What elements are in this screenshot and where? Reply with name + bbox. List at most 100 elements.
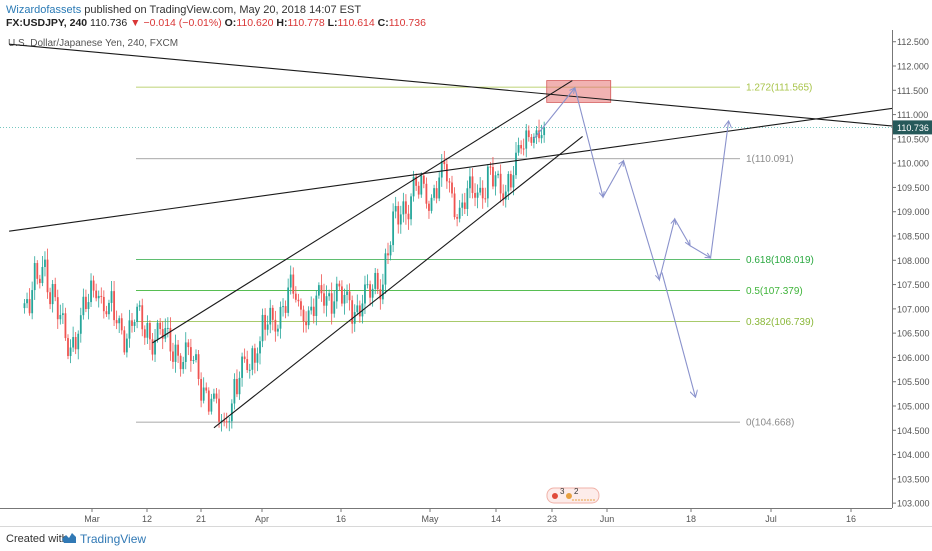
candle-body — [149, 323, 151, 340]
low-label: L: — [327, 17, 338, 29]
price-tick-label: 105.000 — [897, 402, 930, 412]
time-tick-label: Apr — [255, 514, 269, 524]
candle-body — [225, 421, 228, 423]
candle-body — [476, 192, 479, 198]
price-chart[interactable]: 112.500 112.000 111.500 111.000 110.500 110.0… — [0, 30, 932, 526]
candle-body — [520, 145, 523, 149]
candle-body — [246, 359, 249, 371]
candle-body — [376, 272, 379, 290]
candle-body — [207, 390, 210, 412]
candle-body — [274, 319, 277, 332]
candle-body — [443, 161, 446, 165]
candle-body — [486, 166, 489, 199]
candle-body — [394, 206, 397, 212]
candle-body — [277, 328, 279, 332]
candle-body — [282, 306, 284, 308]
candle-body — [451, 182, 453, 194]
candle-body — [417, 185, 420, 195]
candle-body — [177, 344, 179, 356]
candle-body — [499, 173, 502, 194]
event-dot-icon — [551, 493, 558, 499]
candle-body — [287, 287, 290, 313]
tradingview-brand[interactable]: TradingView — [80, 532, 147, 546]
candle-body — [31, 290, 34, 314]
candle-body — [108, 302, 110, 315]
author-link[interactable]: Wizardofassets — [6, 4, 82, 16]
time-tick-label: 16 — [846, 514, 856, 524]
candle-body — [26, 299, 28, 304]
candle-body — [507, 174, 510, 192]
candle-body — [410, 196, 412, 220]
candle-body — [136, 306, 139, 322]
candle-body — [335, 283, 338, 302]
candle-body — [202, 387, 205, 401]
candle-body — [261, 314, 264, 342]
candle-body — [489, 166, 492, 168]
candle-body — [110, 291, 113, 303]
candle-body — [466, 188, 469, 209]
candle-body — [169, 327, 172, 352]
long-ascending-trendline — [9, 107, 892, 232]
projection-path — [533, 86, 729, 282]
candle-body — [115, 320, 118, 324]
candle-body — [184, 342, 187, 363]
chart-header: Wizardofassets published on TradingView.… — [0, 0, 932, 30]
candle-body — [49, 292, 51, 305]
candle-body — [448, 181, 451, 183]
candle-body — [85, 296, 87, 309]
candle-body — [297, 299, 300, 302]
candle-body — [259, 341, 261, 354]
candle-body — [61, 313, 64, 315]
candle-body — [535, 130, 538, 137]
candle-body — [445, 164, 448, 182]
candle-body — [302, 309, 305, 322]
candle-body — [72, 337, 75, 348]
candle-body — [461, 202, 464, 208]
tradingview-cloud-icon — [62, 533, 76, 543]
event-count-b: 2 — [574, 487, 579, 496]
candle-body — [484, 198, 487, 200]
ohlc-legend: FX:USDJPY, 240 110.736 ▼ −0.014 (−0.01%)… — [6, 17, 426, 29]
time-tick-label: Jul — [765, 514, 777, 524]
candle-body — [161, 328, 164, 339]
candle-body — [113, 291, 115, 321]
projection-arrowhead — [704, 252, 712, 259]
candle-body — [41, 266, 44, 284]
candle-body — [118, 318, 121, 324]
candle-body — [543, 127, 546, 136]
candle-body — [36, 263, 39, 279]
candle-body — [456, 217, 459, 219]
candle-body — [79, 315, 82, 334]
candle-body — [305, 321, 307, 326]
candle-body — [289, 274, 292, 288]
candle-body — [430, 197, 433, 211]
candle-body — [269, 307, 272, 325]
close-value: 110.736 — [388, 17, 426, 29]
price-tick-label: 109.000 — [897, 207, 930, 217]
candle-body — [238, 377, 241, 395]
candle-body — [474, 192, 476, 198]
symbol-label: FX:USDJPY, 240 — [6, 17, 88, 29]
candle-body — [253, 348, 256, 363]
candle-body — [143, 329, 146, 338]
candle-body — [415, 176, 418, 186]
candle-body — [405, 201, 407, 214]
candle-body — [325, 296, 328, 306]
last-price: 110.736 — [90, 17, 128, 29]
candle-body — [154, 339, 156, 355]
candle-body — [440, 161, 443, 178]
candle-body — [366, 284, 369, 286]
candle-body — [371, 288, 374, 298]
candle-body — [95, 290, 98, 299]
candle-body — [471, 176, 474, 193]
fib-level-label: 1.272(111.565) — [746, 83, 812, 94]
time-tick-label: 23 — [547, 514, 557, 524]
publish-text: published on TradingView.com, May 20, 20… — [81, 4, 362, 16]
candle-body — [279, 306, 282, 329]
candle-body — [38, 278, 41, 284]
candle-body — [266, 324, 269, 330]
candle-body — [100, 295, 103, 297]
time-tick-label: Jun — [600, 514, 615, 524]
candle-body — [69, 347, 72, 357]
price-tick-label: 106.500 — [897, 329, 930, 339]
